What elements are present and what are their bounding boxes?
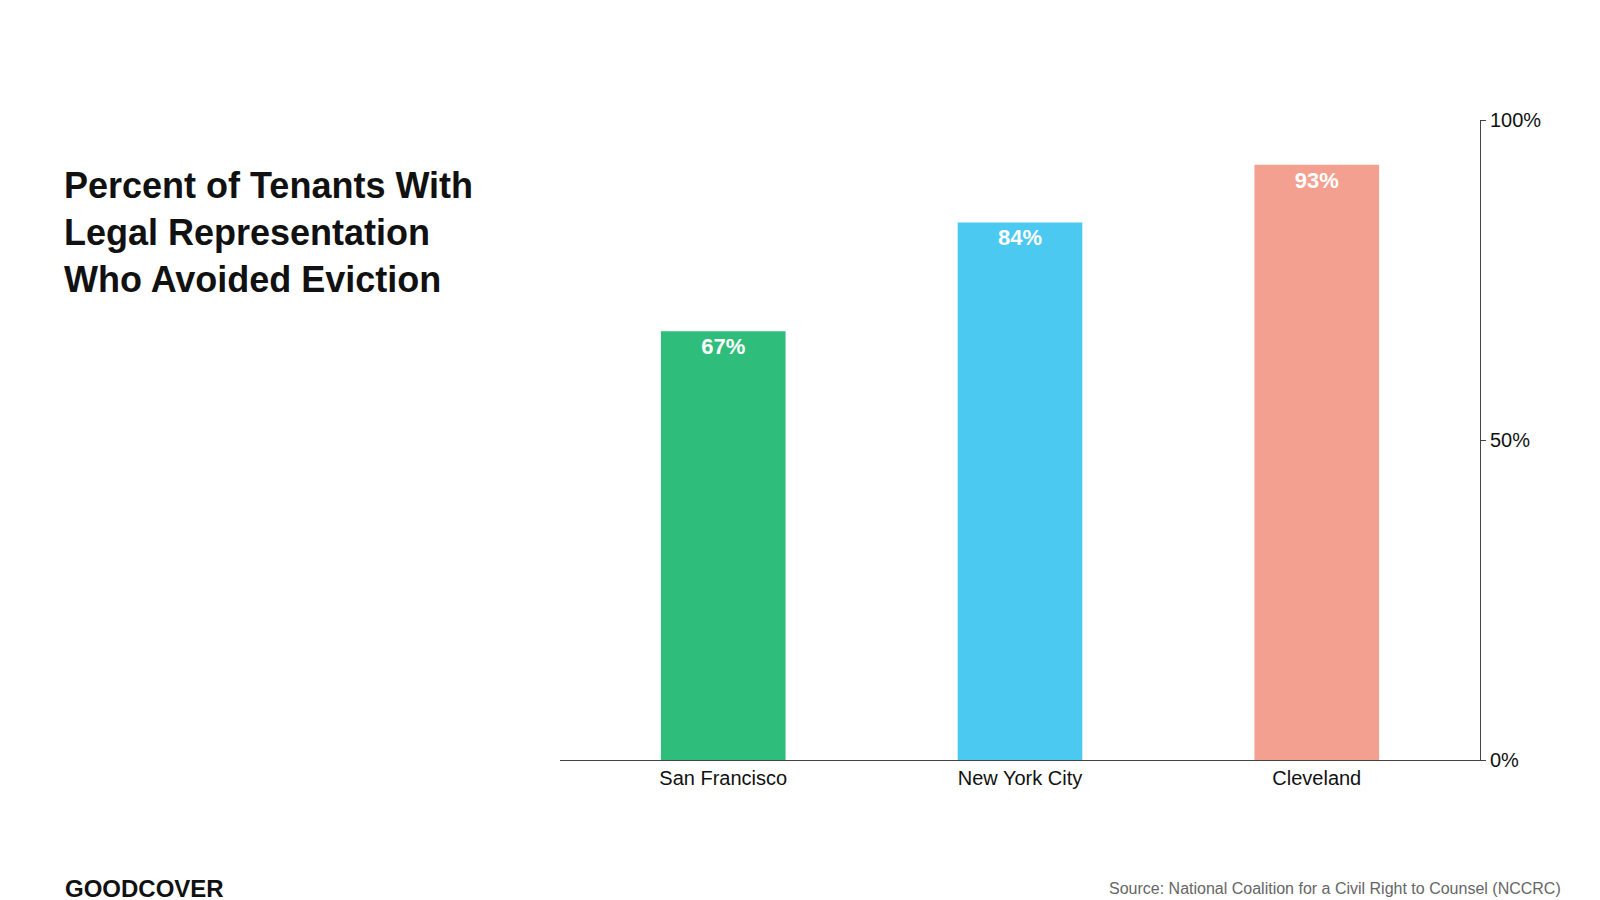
svg-text:50%: 50% <box>1490 429 1530 451</box>
svg-text:100%: 100% <box>1490 109 1541 131</box>
svg-text:84%: 84% <box>998 225 1042 250</box>
svg-text:San Francisco: San Francisco <box>659 767 787 789</box>
svg-text:New York City: New York City <box>958 767 1083 789</box>
svg-text:93%: 93% <box>1295 168 1339 193</box>
svg-text:67%: 67% <box>701 334 745 359</box>
svg-text:Percent of Tenants WithLegal R: Percent of Tenants WithLegal Representat… <box>64 165 473 300</box>
svg-text:GOODCOVER: GOODCOVER <box>65 875 224 900</box>
svg-text:Source: National Coalition for: Source: National Coalition for a Civil R… <box>1109 880 1561 897</box>
svg-text:Cleveland: Cleveland <box>1272 767 1361 789</box>
svg-text:0%: 0% <box>1490 749 1519 771</box>
